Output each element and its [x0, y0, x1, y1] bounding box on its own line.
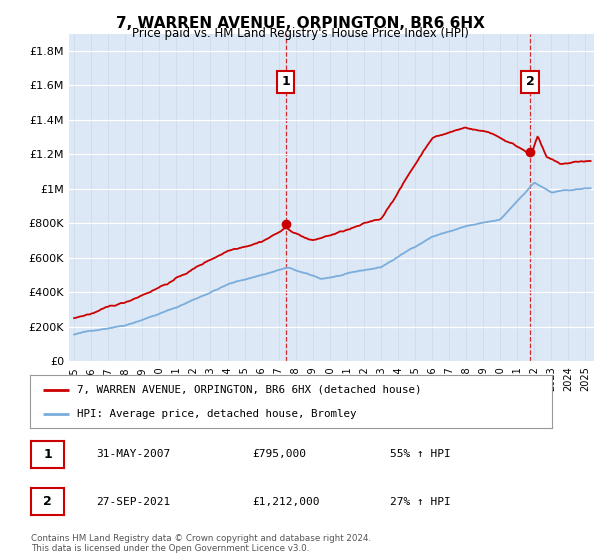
Text: 31-MAY-2007: 31-MAY-2007 — [96, 449, 170, 459]
Text: 2: 2 — [43, 495, 52, 508]
Text: 27% ↑ HPI: 27% ↑ HPI — [390, 497, 451, 507]
Text: £1,212,000: £1,212,000 — [252, 497, 320, 507]
Text: 1: 1 — [281, 76, 290, 88]
Text: HPI: Average price, detached house, Bromley: HPI: Average price, detached house, Brom… — [77, 409, 356, 419]
Text: 7, WARREN AVENUE, ORPINGTON, BR6 6HX: 7, WARREN AVENUE, ORPINGTON, BR6 6HX — [116, 16, 484, 31]
Text: 7, WARREN AVENUE, ORPINGTON, BR6 6HX (detached house): 7, WARREN AVENUE, ORPINGTON, BR6 6HX (de… — [77, 385, 421, 395]
Text: 55% ↑ HPI: 55% ↑ HPI — [390, 449, 451, 459]
Text: Contains HM Land Registry data © Crown copyright and database right 2024.
This d: Contains HM Land Registry data © Crown c… — [31, 534, 371, 553]
Text: £795,000: £795,000 — [252, 449, 306, 459]
Text: 2: 2 — [526, 76, 534, 88]
Text: 1: 1 — [43, 447, 52, 461]
Text: Price paid vs. HM Land Registry's House Price Index (HPI): Price paid vs. HM Land Registry's House … — [131, 27, 469, 40]
Text: 27-SEP-2021: 27-SEP-2021 — [96, 497, 170, 507]
